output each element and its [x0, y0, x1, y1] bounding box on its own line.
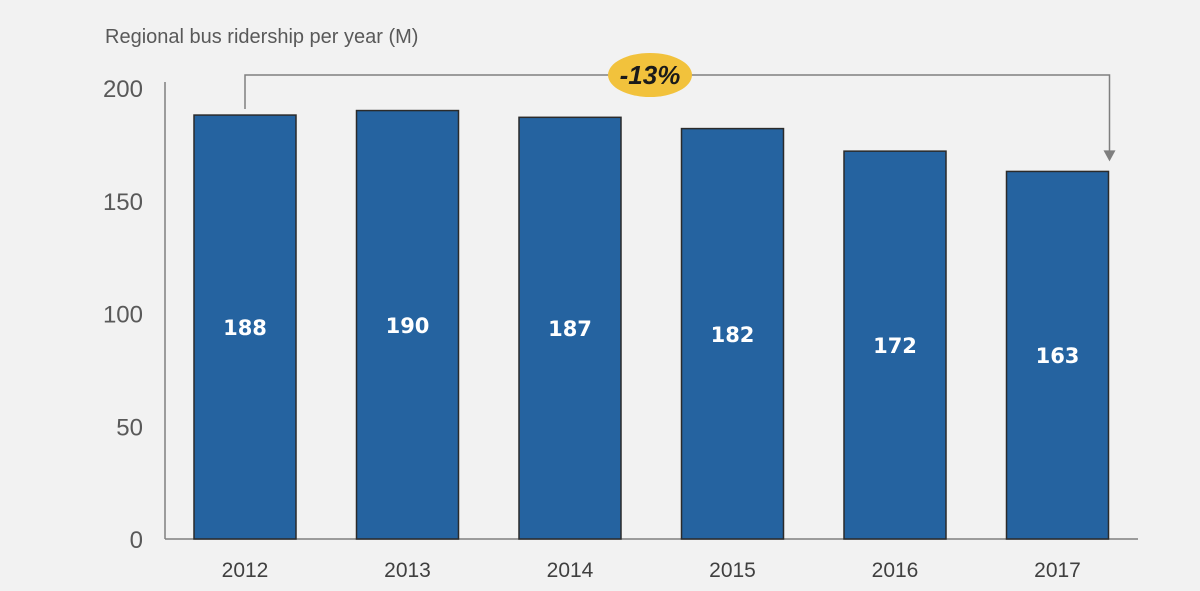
- y-tick-label: 150: [103, 189, 143, 216]
- bar-value-label: 163: [1036, 344, 1080, 368]
- bars: 188 190 187 182 172 163: [193, 109, 1110, 540]
- bar-value-label: 190: [386, 314, 430, 338]
- bar-2014: [518, 116, 622, 540]
- chart-title: Regional bus ridership per year (M): [105, 26, 418, 48]
- x-tick-label: 2014: [547, 559, 594, 582]
- bar-value-label: 182: [711, 323, 755, 347]
- y-tick-label: 0: [130, 527, 143, 554]
- bar-2017: [1005, 170, 1110, 540]
- x-tick-label: 2016: [872, 559, 919, 582]
- y-tick-label: 100: [103, 302, 143, 329]
- x-tick-label: 2017: [1034, 559, 1081, 582]
- bar-2016: [843, 150, 947, 540]
- y-tick-label: 50: [116, 414, 143, 441]
- x-tick-label: 2015: [709, 559, 756, 582]
- y-axis: 0 50 100 150 200: [103, 76, 166, 554]
- bar-value-label: 188: [223, 316, 267, 340]
- bar-2012: [193, 114, 297, 540]
- y-tick-label: 200: [103, 76, 143, 103]
- bar-value-label: 172: [873, 334, 917, 358]
- bar-2015: [680, 127, 785, 540]
- bar-value-label: 187: [548, 317, 592, 341]
- change-badge-label: -13%: [620, 60, 681, 90]
- x-tick-label: 2012: [222, 559, 269, 582]
- bar-2013: [355, 109, 460, 540]
- arrow-down-icon: [1103, 150, 1116, 162]
- change-badge: [608, 53, 692, 97]
- change-annotation: -13%: [244, 53, 1116, 162]
- x-axis: 2012 2013 2014 2015 2016 2017: [165, 538, 1138, 582]
- x-tick-label: 2013: [384, 559, 431, 582]
